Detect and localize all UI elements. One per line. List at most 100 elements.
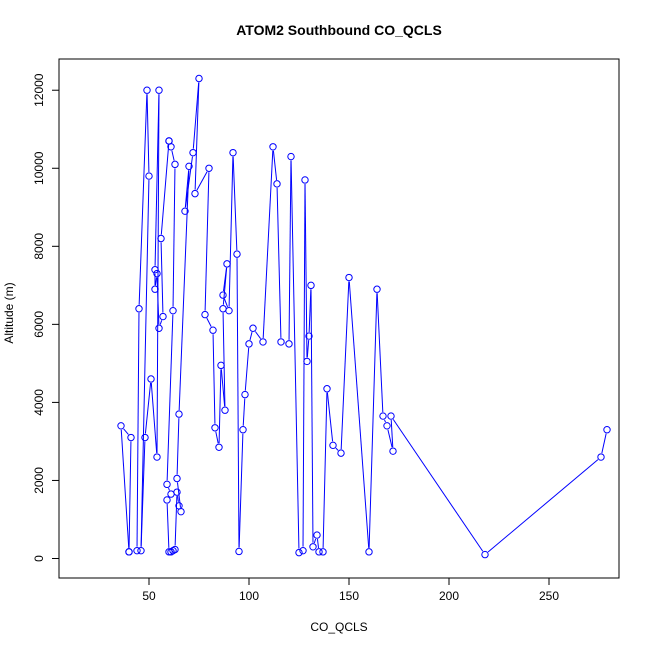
data-point [300, 547, 306, 553]
series-segment [602, 434, 606, 454]
series-segment [336, 448, 338, 450]
series-segment [289, 161, 291, 340]
series-segment [137, 313, 139, 547]
data-point [302, 177, 308, 183]
series-segment [151, 383, 156, 453]
data-point [144, 87, 150, 93]
data-point [220, 306, 226, 312]
y-tick-label: 10000 [32, 151, 46, 185]
chart-title: ATOM2 Southbound CO_QCLS [236, 22, 442, 38]
series-segment [323, 393, 327, 548]
series-segment [141, 180, 149, 547]
data-point [152, 267, 158, 273]
series-segment [219, 369, 221, 443]
series-segment [145, 383, 150, 434]
series-segment [207, 318, 211, 326]
data-point [148, 376, 154, 382]
data-point [288, 153, 294, 159]
data-point [154, 270, 160, 276]
data-point [168, 491, 174, 497]
series-segment [273, 151, 276, 180]
series-segment [307, 340, 308, 357]
data-point [278, 339, 284, 345]
x-axis-label: CO_QCLS [310, 620, 367, 634]
series-segment [291, 161, 299, 549]
data-point [598, 454, 604, 460]
series-segment [377, 293, 383, 412]
data-point [190, 149, 196, 155]
data-point [240, 427, 246, 433]
data-point [136, 306, 142, 312]
x-tick-label: 50 [142, 589, 156, 603]
series-segment [385, 420, 386, 422]
series-segment [177, 418, 179, 474]
y-tick-label: 4000 [32, 389, 46, 416]
series-segment [139, 94, 147, 305]
data-point [142, 434, 148, 440]
data-point [164, 497, 170, 503]
series-segment [121, 430, 128, 548]
x-tick-label: 150 [339, 589, 359, 603]
data-point [216, 444, 222, 450]
data-point [366, 549, 372, 555]
data-point [192, 190, 198, 196]
data-point [338, 450, 344, 456]
series-segment [179, 170, 189, 410]
data-point [374, 286, 380, 292]
data-point [146, 173, 152, 179]
data-point [158, 235, 164, 241]
series-layer [118, 75, 610, 557]
data-point [210, 327, 216, 333]
series-segment [172, 151, 174, 161]
series-segment [233, 157, 237, 250]
series-segment [161, 145, 168, 235]
data-point [174, 475, 180, 481]
data-point [222, 407, 228, 413]
data-point [310, 544, 316, 550]
series-segment [237, 258, 239, 547]
data-point [346, 274, 352, 280]
series-segment [216, 432, 218, 444]
y-tick-label: 2000 [32, 467, 46, 494]
series-segment [255, 331, 260, 338]
data-point [220, 292, 226, 298]
data-point [250, 325, 256, 331]
data-point [212, 425, 218, 431]
y-axis-label: Altitude (m) [2, 282, 16, 343]
data-point [206, 165, 212, 171]
data-point [286, 341, 292, 347]
series-segment [169, 488, 170, 490]
series-segment [229, 157, 233, 307]
data-point [126, 549, 132, 555]
data-point [218, 362, 224, 368]
series-segment [213, 334, 215, 424]
series-segment [327, 393, 332, 442]
data-point [196, 75, 202, 81]
data-point [388, 413, 394, 419]
data-point [224, 261, 230, 267]
data-point [174, 489, 180, 495]
series-segment [341, 282, 349, 450]
data-point [154, 454, 160, 460]
data-point [160, 313, 166, 319]
data-point [172, 161, 178, 167]
x-tick-label: 100 [239, 589, 259, 603]
data-point [390, 448, 396, 454]
series-segment [369, 293, 377, 548]
data-point [230, 149, 236, 155]
data-point [482, 551, 488, 557]
data-point [178, 508, 184, 514]
data-point [260, 339, 266, 345]
y-tick-label: 8000 [32, 233, 46, 260]
data-point [236, 548, 242, 554]
series-segment [160, 320, 161, 324]
series-segment [311, 289, 313, 542]
series-segment [349, 282, 368, 548]
series-segment [488, 460, 598, 552]
series-segment [147, 94, 149, 172]
data-point [604, 427, 610, 433]
series-segment [250, 332, 252, 340]
data-point [164, 481, 170, 487]
